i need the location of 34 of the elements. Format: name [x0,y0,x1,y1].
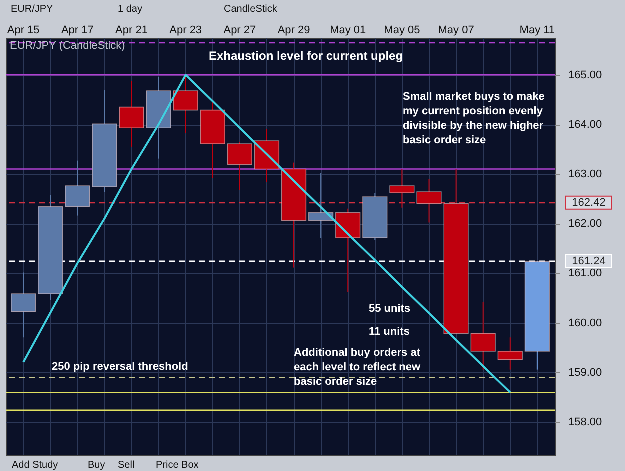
text: Add Study [12,460,58,471]
annotation: 55 units [369,303,411,315]
text: Price Box [156,460,199,471]
annotation: Exhaustion level for current upleg [209,49,404,63]
x-tick-label: May 07 [438,24,474,36]
y-tick-label: 160.00 [568,317,602,330]
text: Sell [118,460,135,471]
y-tick-label: 164.00 [568,119,602,132]
text: 1 day [118,4,142,15]
annotation: Additional buy orders at each level to reflect new basic order size [294,347,421,388]
y-tick-label: 161.00 [568,268,602,280]
text: EUR/JPY [11,4,54,15]
x-tick-label: Apr 15 [7,24,40,36]
x-tick-label: Apr 29 [278,24,310,36]
x-tick-label: May 11 [520,24,556,36]
annotation: 11 units [369,326,410,338]
y-tick-label: 162.00 [568,218,602,230]
chart-title: EUR/JPY (CandleStick) [10,40,126,52]
ref-line-label: 161.24 [572,255,606,268]
x-tick-label: Apr 17 [61,24,94,36]
annotation: Small market buys to make my current position evenly divisible by the new higher basic order size [403,91,545,146]
y-tick-label: 165.00 [568,70,602,82]
annotation: 250 pip reversal threshold [52,361,188,373]
ref-line-label: 162.42 [572,196,606,209]
y-tick-label: 163.00 [568,168,602,181]
text: CandleStick [224,4,278,15]
x-tick-label: May 01 [330,24,366,36]
x-tick-label: Apr 27 [224,24,256,36]
y-tick-label: 158.00 [568,416,602,428]
x-tick-label: Apr 21 [116,24,148,36]
y-tick-label: 159.00 [568,366,602,379]
x-tick-label: Apr 23 [170,24,202,36]
x-tick-label: May 05 [384,24,420,36]
text: Buy [88,460,106,471]
